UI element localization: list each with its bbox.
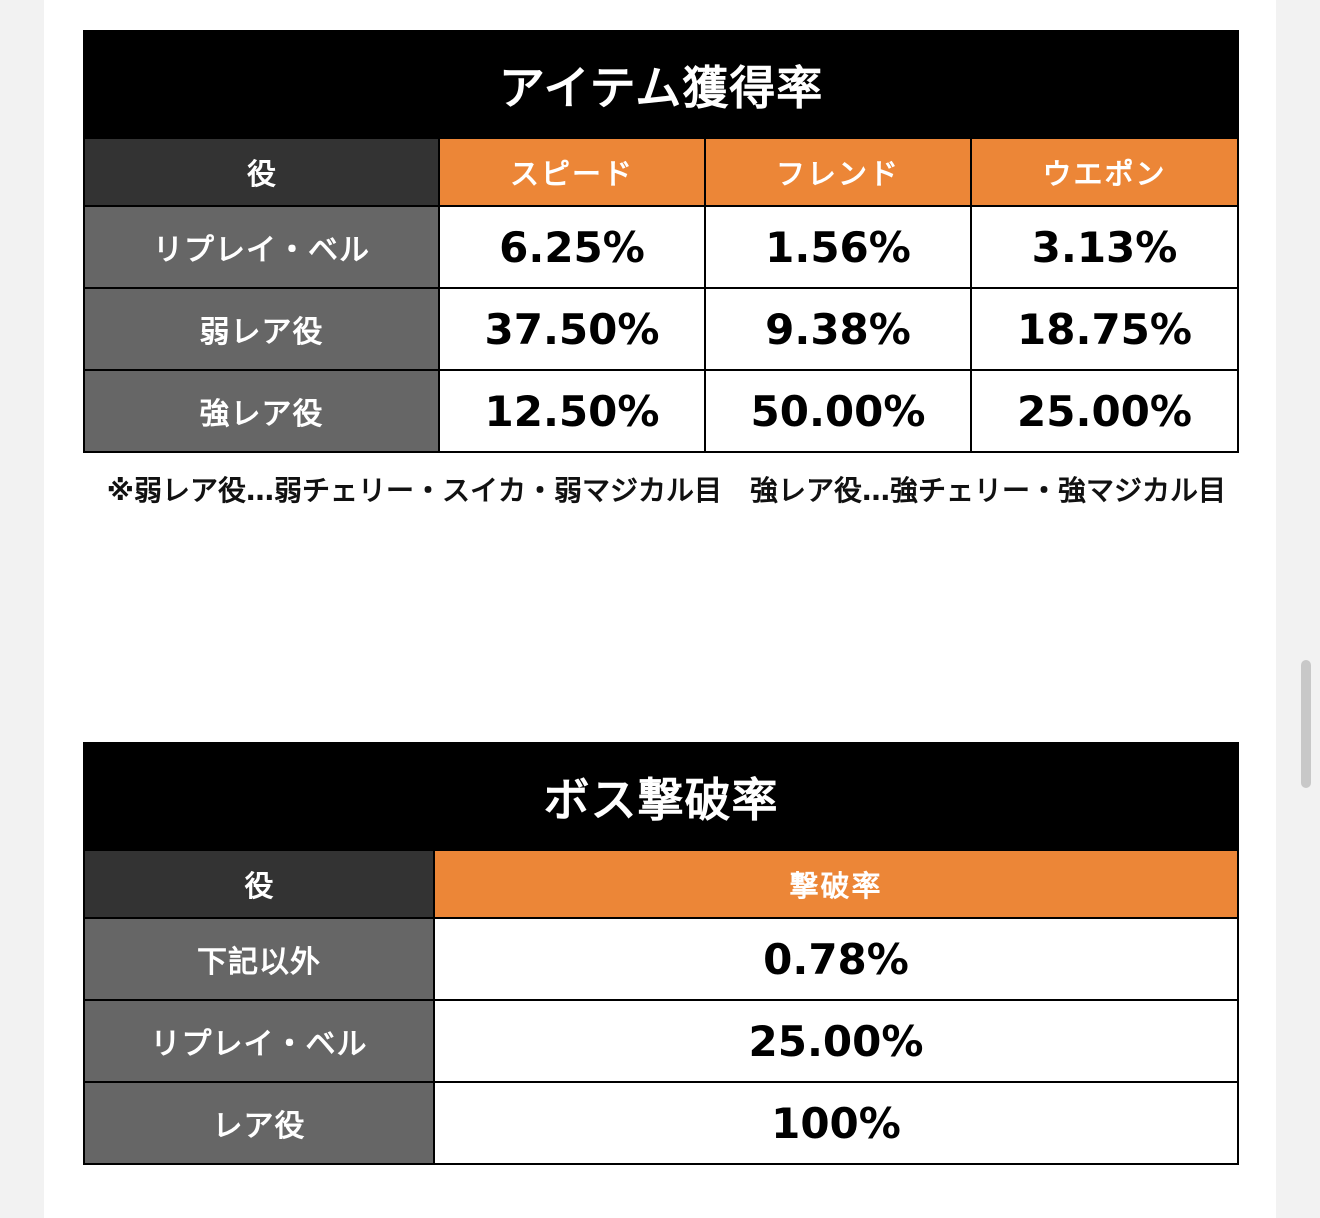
table-row: リプレイ・ベル 6.25% 1.56% 3.13% xyxy=(83,205,1240,289)
rate-value: 6.25% xyxy=(438,205,706,289)
table-row: 下記以外 0.78% xyxy=(83,917,1239,1001)
rate-value: 18.75% xyxy=(969,287,1240,371)
rate-value: 3.13% xyxy=(969,205,1240,289)
rate-value: 100% xyxy=(433,1081,1239,1165)
boss-header-defeat-rate: 撃破率 xyxy=(433,849,1239,919)
table-row: 弱レア役 37.50% 9.38% 18.75% xyxy=(83,287,1240,371)
boss-defeat-rate-table: ボス撃破率 役 撃破率 下記以外 0.78% リプレイ・ベル 25.00% レア… xyxy=(83,742,1239,1165)
item-header-friend: フレンド xyxy=(704,137,972,207)
item-table-corner-header: 役 xyxy=(83,137,440,207)
rate-value: 37.50% xyxy=(438,287,706,371)
rate-value: 50.00% xyxy=(704,369,972,453)
rate-value: 25.00% xyxy=(433,999,1239,1083)
row-label: レア役 xyxy=(83,1081,435,1165)
row-label: 弱レア役 xyxy=(83,287,440,371)
row-label: 強レア役 xyxy=(83,369,440,453)
row-label: リプレイ・ベル xyxy=(83,999,435,1083)
item-table-title: アイテム獲得率 xyxy=(82,30,1240,139)
rate-value: 12.50% xyxy=(438,369,706,453)
table-row: リプレイ・ベル 25.00% xyxy=(83,999,1239,1083)
row-label: リプレイ・ベル xyxy=(83,205,440,289)
rate-value: 0.78% xyxy=(433,917,1239,1001)
table-row: 強レア役 12.50% 50.00% 25.00% xyxy=(83,369,1240,453)
boss-table-title: ボス撃破率 xyxy=(83,742,1239,851)
item-header-weapon: ウエポン xyxy=(969,137,1240,207)
rate-value: 25.00% xyxy=(969,369,1240,453)
row-label: 下記以外 xyxy=(83,917,435,1001)
item-rate-table: アイテム獲得率 役 スピード フレンド ウエポン リプレイ・ベル 6.25% 1… xyxy=(82,30,1240,453)
table-row: レア役 100% xyxy=(83,1081,1239,1165)
scrollbar-thumb[interactable] xyxy=(1301,660,1311,788)
rate-value: 1.56% xyxy=(704,205,972,289)
boss-table-corner-header: 役 xyxy=(83,849,435,919)
rate-value: 9.38% xyxy=(704,287,972,371)
rare-role-note: ※弱レア役…弱チェリー・スイカ・弱マジカル目 強レア役…強チェリー・強マジカル目 xyxy=(106,474,1226,507)
item-header-speed: スピード xyxy=(438,137,706,207)
